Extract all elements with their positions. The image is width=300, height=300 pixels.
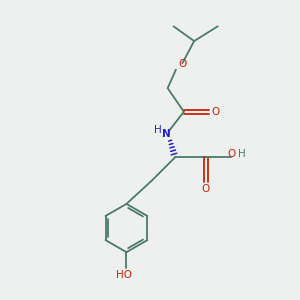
Text: H: H: [154, 125, 162, 135]
Text: N: N: [162, 129, 171, 139]
Text: H: H: [238, 149, 246, 159]
Text: O: O: [202, 184, 210, 194]
Text: O: O: [228, 149, 236, 159]
Text: HO: HO: [116, 270, 132, 280]
Text: O: O: [212, 107, 220, 117]
Text: O: O: [178, 59, 187, 69]
